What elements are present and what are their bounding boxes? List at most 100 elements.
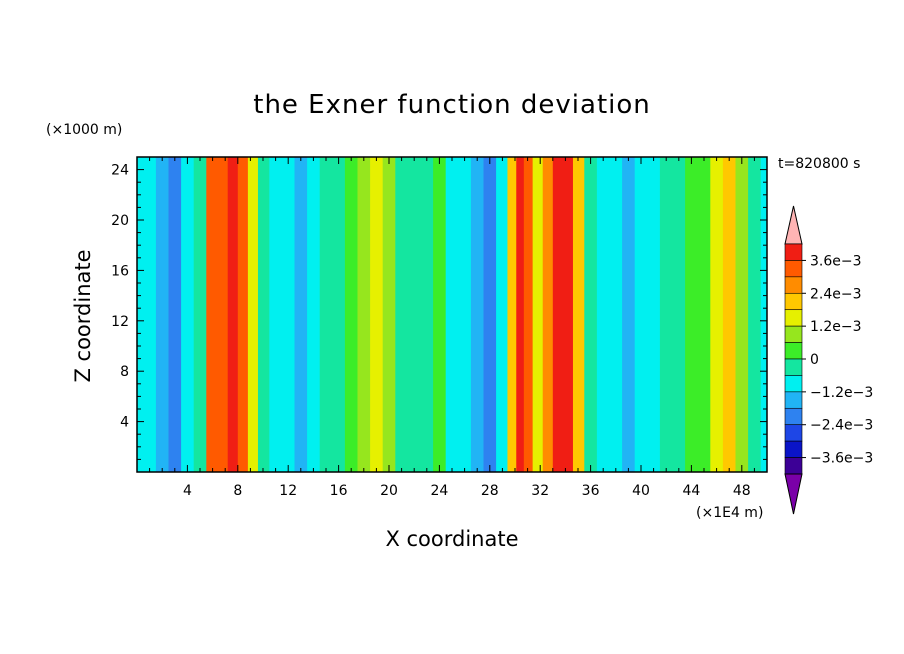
contour-band	[281, 157, 296, 472]
time-label: t=820800 s	[778, 156, 860, 172]
contour-band	[181, 157, 195, 472]
colorbar-box	[784, 276, 803, 294]
x-tick-label: 36	[582, 483, 600, 499]
contour-band	[257, 157, 270, 472]
x-tick-label: 16	[330, 483, 348, 499]
contour-band	[697, 157, 711, 472]
contour-band	[155, 157, 170, 472]
colorbar-box	[784, 325, 803, 343]
contour-band	[332, 157, 346, 472]
colorbar-label: −3.6e−3	[810, 451, 873, 467]
contour-band	[269, 157, 283, 472]
x-axis-title: X coordinate	[385, 527, 518, 551]
contour-band	[344, 157, 359, 472]
colorbar-box	[784, 375, 803, 393]
contour-band	[206, 157, 219, 472]
y-unit-label: (×1000 m)	[46, 122, 122, 138]
contour-band	[496, 157, 509, 472]
contour-band	[659, 157, 674, 472]
contour-band	[622, 157, 636, 472]
colorbar-max-triangle	[784, 205, 803, 245]
colorbar-box	[784, 457, 803, 475]
contour-band	[137, 157, 144, 472]
contour-band	[395, 157, 409, 472]
contour-band	[458, 157, 472, 472]
contour-band	[572, 157, 585, 472]
contour-band	[672, 157, 686, 472]
contour-band	[634, 157, 648, 472]
contour-band	[168, 157, 182, 472]
contour-band	[760, 157, 767, 472]
colorbar-box	[784, 440, 803, 458]
colorbar-label: 2.4e−3	[810, 286, 862, 302]
y-tick-label: 20	[111, 213, 129, 229]
x-axis: 4 8 12 16 20 24 28 32 36 40 44 48	[149, 157, 755, 499]
contour-band	[584, 157, 598, 472]
y-axis-title: Z coordinate	[71, 249, 95, 382]
contour-band	[596, 157, 611, 472]
colorbar-box	[784, 407, 803, 426]
x-tick-label: 28	[481, 483, 499, 499]
contour-band	[433, 157, 447, 472]
colorbar-label: 1.2e−3	[810, 319, 862, 335]
y-tick-label: 12	[111, 314, 129, 330]
colorbar-box	[784, 243, 803, 261]
contour-band	[217, 157, 229, 472]
contour-band	[420, 157, 434, 472]
contour-band	[507, 157, 517, 472]
x-unit-label: (×1E4 m)	[696, 505, 763, 521]
x-tick-label: 32	[531, 483, 549, 499]
colorbar-box	[784, 342, 803, 360]
contour-band	[722, 157, 737, 472]
y-tick-label: 24	[111, 163, 129, 179]
colorbar-box	[784, 292, 803, 311]
contour-band	[470, 157, 485, 472]
contour-band	[319, 157, 333, 472]
colorbar: 3.6e−3 2.4e−3 1.2e−3 0 −1.2e−3 −2.4e−3 −3.6e−3	[784, 205, 873, 515]
colorbar-label: −2.4e−3	[810, 418, 873, 434]
y-tick-label: 16	[111, 263, 129, 279]
colorbar-box	[784, 391, 803, 409]
x-tick-label: 20	[380, 483, 398, 499]
y-axis: 4 8 12 16 20 24	[111, 163, 767, 460]
colorbar-box	[784, 358, 803, 376]
contour-band	[552, 157, 564, 472]
contour-band	[710, 157, 724, 472]
x-tick-label: 8	[233, 483, 242, 499]
y-tick-label: 4	[120, 415, 129, 431]
x-tick-label: 4	[183, 483, 192, 499]
contour-band	[445, 157, 459, 472]
y-tick-label: 8	[120, 364, 129, 380]
contour-band	[542, 157, 554, 472]
contour-band	[193, 157, 207, 472]
contour-band	[562, 157, 574, 472]
x-tick-label: 40	[632, 483, 650, 499]
contour-band	[237, 157, 249, 472]
contour-band	[143, 157, 157, 472]
contour-band	[382, 157, 396, 472]
contour-band	[357, 157, 371, 472]
contour-band	[370, 157, 384, 472]
contour-band	[532, 157, 544, 472]
x-tick-label: 24	[430, 483, 448, 499]
chart-title: the Exner function deviation	[253, 90, 651, 120]
contour-band	[735, 157, 749, 472]
contour-band	[307, 157, 321, 472]
colorbar-label: −1.2e−3	[810, 385, 873, 401]
contour-band	[407, 157, 422, 472]
contour-band	[523, 157, 534, 472]
colorbar-label: 3.6e−3	[810, 253, 862, 269]
x-tick-label: 12	[279, 483, 297, 499]
x-tick-label: 48	[733, 483, 751, 499]
contour-band	[748, 157, 762, 472]
colorbar-min-triangle	[784, 473, 803, 515]
x-tick-label: 44	[682, 483, 700, 499]
contour-band	[294, 157, 308, 472]
colorbar-box	[784, 424, 803, 442]
contour-field	[137, 157, 767, 472]
colorbar-box	[784, 260, 803, 278]
contour-band	[647, 157, 661, 472]
contour-band	[247, 157, 259, 472]
contour-band	[483, 157, 497, 472]
